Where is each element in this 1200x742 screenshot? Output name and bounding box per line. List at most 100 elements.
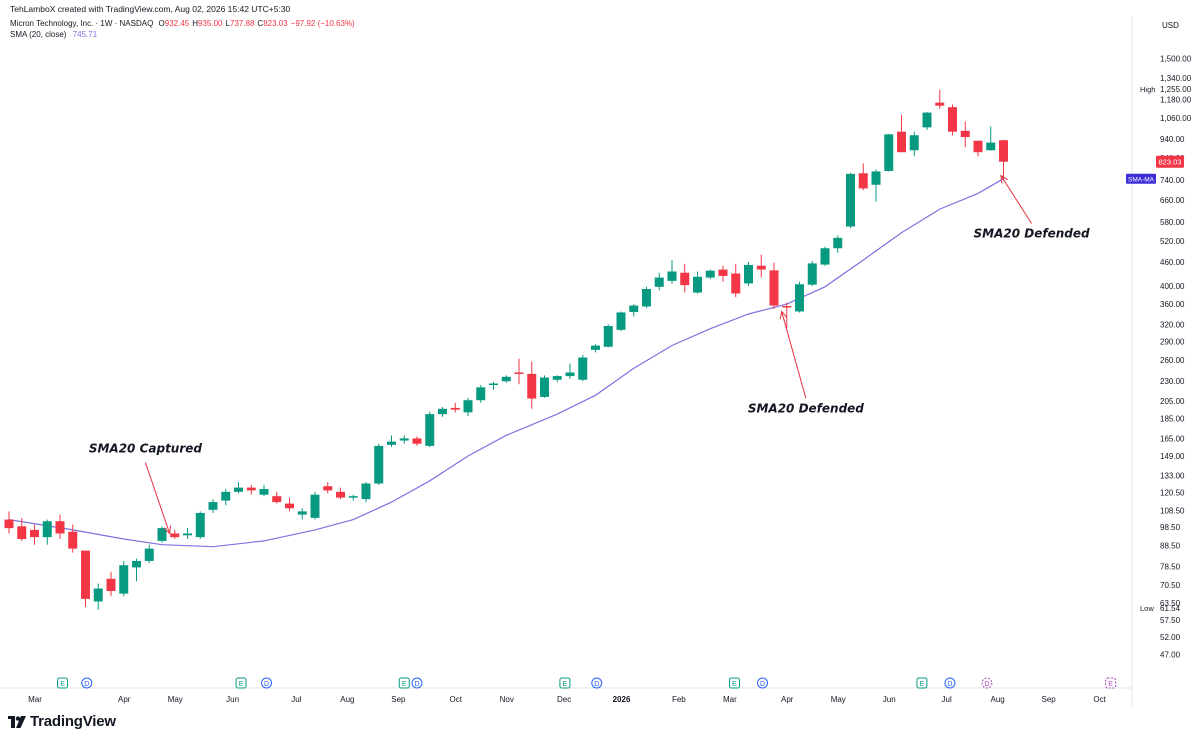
future-dividend-event-icon [981, 677, 993, 689]
y-tick-label: 98.50 [1160, 523, 1181, 532]
candle-body-down [527, 373, 537, 399]
sma-20-line [8, 178, 1004, 548]
x-tick-label: Dec [557, 695, 571, 704]
dividend-event-icon [944, 677, 956, 689]
earnings-event-letter: E [239, 681, 244, 688]
annotation-arrow-line [144, 462, 171, 534]
candle-body-up [144, 548, 154, 561]
candle-body-down [769, 270, 779, 306]
y-tick-label: 185.00 [1160, 415, 1185, 424]
candle-body-up [922, 112, 932, 128]
candle-body-up [463, 400, 473, 413]
y-tick-label: 205.00 [1160, 397, 1185, 406]
candle-body-down [272, 496, 282, 503]
y-tick-label: 230.00 [1160, 377, 1185, 386]
candle-body-up [795, 284, 804, 312]
future-earnings-event-icon [1105, 677, 1117, 689]
y-tick-label: 149.00 [1160, 452, 1185, 461]
y-tick-label: 400.00 [1160, 282, 1185, 291]
annotation-arrow-head [779, 310, 788, 320]
ohlc-o: O932.45 [158, 19, 190, 28]
candle-body-down [4, 519, 14, 529]
y-tick-label: 88.50 [1160, 542, 1181, 551]
x-tick-label: Sep [391, 695, 406, 704]
y-tick-label: 70.50 [1160, 581, 1181, 590]
candle-body-down [948, 107, 957, 132]
candle-body-down [935, 102, 945, 106]
price-tag-label: Low [1140, 604, 1154, 613]
candle-body-up [693, 276, 702, 293]
sma-price-tag [1126, 173, 1156, 184]
candle-body-up [489, 383, 498, 386]
candle-body-down [973, 140, 983, 153]
candle-body-up [540, 377, 549, 397]
y-tick-label: 57.50 [1160, 616, 1181, 625]
candle-body-down [782, 306, 792, 308]
x-tick-label: Feb [672, 695, 686, 704]
annotation-text: SMA20 Defended [974, 227, 1090, 241]
dividend-event-letter: D [760, 681, 765, 688]
x-tick-label: Jul [942, 695, 952, 704]
dividend-event-letter: D [947, 681, 952, 688]
x-tick-label: Oct [450, 695, 463, 704]
candle-body-down [68, 531, 78, 549]
candle-body-up [871, 171, 881, 185]
candle-body-down [81, 550, 90, 599]
y-tick-label: 260.00 [1160, 356, 1185, 365]
x-tick-label: Mar [723, 695, 737, 704]
candle-body-down [960, 130, 970, 138]
sma-legend-label: SMA (20, close) [10, 30, 67, 39]
y-tick-label: 1,060.00 [1160, 114, 1192, 123]
symbol-ohlc-line: Micron Technology, Inc. · 1W · NASDAQ O9… [10, 19, 355, 28]
sma-price-tag-label: SMA-MA [1128, 177, 1155, 184]
candle-body-up [629, 305, 639, 312]
earnings-event-icon [728, 677, 740, 689]
candle-body-up [361, 483, 371, 500]
annotation-arrow-line [781, 311, 807, 399]
x-tick-label: 2026 [613, 695, 631, 704]
ohlc-change: −97.92 (−10.63%) [290, 19, 355, 28]
candle-body-down [450, 407, 460, 410]
price-tag-value: 1,255.00 [1160, 85, 1192, 94]
currency-label: USD [1162, 21, 1179, 30]
y-tick-label: 740.00 [1160, 176, 1185, 185]
earnings-event-letter: E [402, 681, 407, 688]
x-tick-label: May [831, 695, 846, 704]
sma-legend-value: 745.71 [72, 30, 98, 39]
y-tick-label: 47.00 [1160, 651, 1181, 660]
price-tag-value: 61.54 [1160, 604, 1181, 613]
candle-body-down [999, 140, 1008, 162]
candle-body-up [399, 438, 409, 441]
last-price-value: 823.03 [1159, 158, 1182, 167]
candle-body-up [183, 533, 192, 536]
future-earnings-event-letter: E [1108, 681, 1113, 688]
candle-body-up [591, 345, 600, 350]
candle-body-up [616, 312, 626, 330]
y-tick-label: 520.00 [1160, 237, 1185, 246]
candle-body-up [807, 263, 817, 285]
y-tick-label: 580.00 [1160, 218, 1185, 227]
candle-body-up [501, 376, 511, 382]
candle-body-down [106, 578, 116, 592]
earnings-event-icon [559, 677, 571, 689]
future-dividend-event-letter: D [984, 681, 989, 688]
candle-body-up [846, 173, 855, 227]
candle-body-down [170, 533, 180, 538]
y-tick-label: 460.00 [1160, 258, 1185, 267]
candle-body-up [259, 489, 269, 495]
attribution-text: TehLamboX created with TradingView.com, … [10, 4, 291, 14]
earnings-event-icon [235, 677, 247, 689]
y-tick-label: 63.50 [1160, 599, 1181, 608]
x-tick-label: Nov [500, 695, 514, 704]
ohlc-c: C823.03 [257, 19, 288, 28]
candle-body-up [157, 528, 167, 541]
candle-body-up [833, 237, 843, 249]
symbol-info: Micron Technology, Inc. · 1W · NASDAQ [10, 19, 154, 28]
x-tick-label: Mar [28, 695, 42, 704]
candle-body-up [986, 142, 996, 151]
candle-body-up [132, 560, 141, 568]
y-tick-label: 290.00 [1160, 337, 1185, 346]
earnings-event-letter: E [920, 681, 925, 688]
candle-body-up [387, 441, 396, 445]
